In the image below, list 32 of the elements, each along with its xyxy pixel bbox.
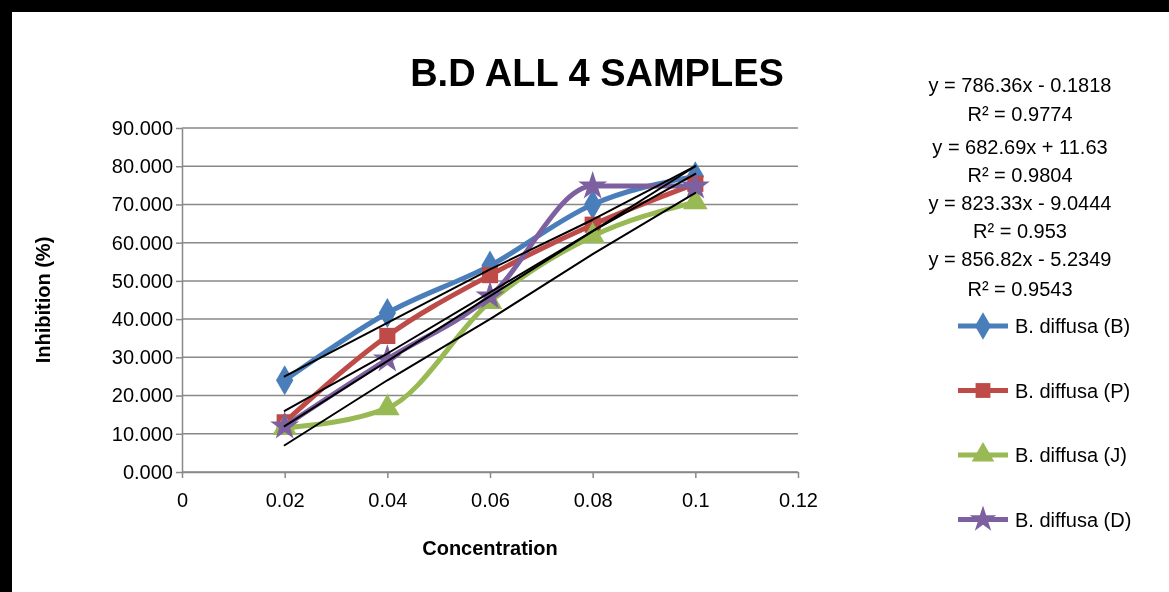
chart-title: B.D ALL 4 SAMPLES <box>410 52 784 94</box>
text: R² = 0.953 <box>973 220 1067 242</box>
text: y = 856.82x - 5.2349 <box>928 248 1112 270</box>
legend-label: B. diffusa (B) <box>1015 315 1131 337</box>
text: R² = 0.9804 <box>967 164 1073 186</box>
text: y = 682.69x + 11.63 <box>932 136 1108 158</box>
y-tick-label: 90.000 <box>111 116 173 139</box>
text: y = 786.36x - 0.1818 <box>928 74 1112 96</box>
text: y = 823.33x - 9.0444 <box>928 192 1112 214</box>
x-tick-label: 0 <box>176 489 189 511</box>
text: R² = 0.9774 <box>967 103 1073 125</box>
x-tick-label: 0.12 <box>779 489 818 511</box>
text: R² = 0.9543 <box>967 278 1073 300</box>
legend-label: B. diffusa (D) <box>1015 508 1132 531</box>
x-tick-label: 0.1 <box>681 489 710 511</box>
y-tick-label: 60.000 <box>111 231 173 254</box>
y-tick-label: 70.000 <box>111 193 173 216</box>
y-tick-label: 40.000 <box>111 308 173 331</box>
y-tick-label: 10.000 <box>111 422 173 445</box>
x-tick-label: 0.04 <box>368 489 408 511</box>
legend-label: B. diffusa (P) <box>1015 379 1131 402</box>
y-axis-title: Inhibition (%) <box>32 236 54 364</box>
x-tick-label: 0.08 <box>573 489 613 511</box>
x-tick-label: 0.02 <box>265 489 305 511</box>
x-axis-title: Concentration <box>422 537 558 559</box>
y-tick-label: 20.000 <box>111 384 173 407</box>
legend-label: B. diffusa (J) <box>1015 444 1127 466</box>
y-tick-label: 80.000 <box>111 155 173 178</box>
y-tick-label: 0.000 <box>122 460 173 483</box>
x-tick-label: 0.06 <box>471 489 510 511</box>
y-tick-label: 50.000 <box>111 269 173 292</box>
y-tick-label: 30.000 <box>111 346 173 369</box>
